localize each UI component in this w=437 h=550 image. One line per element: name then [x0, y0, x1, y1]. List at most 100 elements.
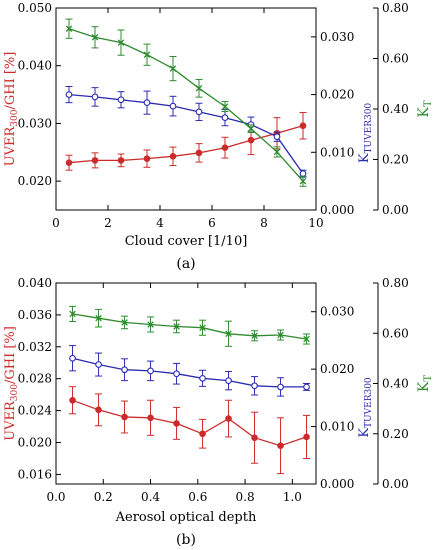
right-axis-label-sub: TUVER300 [364, 377, 374, 428]
data-point-ktuver [299, 170, 307, 177]
far-right-axis-tick-label: 0.40 [382, 377, 409, 391]
data-point-uver [173, 420, 180, 427]
data-point-uver [69, 396, 76, 404]
data-point-kt [169, 65, 177, 72]
left-axis-tick-label: 0.016 [18, 467, 52, 481]
data-point-ktuver [169, 102, 177, 110]
left-axis-label-sub: 300 [10, 384, 20, 401]
data-point-ktuver [117, 96, 125, 104]
data-point-ktuver [225, 377, 232, 384]
x-tick-label: 0 [52, 216, 60, 230]
data-point-kt [225, 330, 232, 338]
x-axis-label: Cloud cover [1/10] [125, 234, 248, 249]
left-axis-tick-label: 0.032 [18, 340, 52, 354]
far-right-axis-tick-label: 0.80 [382, 1, 409, 15]
data-point-kt [277, 331, 284, 339]
left-axis-tick-label: 0.020 [18, 174, 52, 188]
right-axis-label-main: K [357, 428, 372, 438]
far-right-axis-label-sub: T [423, 375, 434, 382]
series-uver [65, 111, 307, 171]
series-line-ktuver [72, 357, 307, 388]
series-line-ktuver [68, 93, 304, 174]
right-axis-tick-label: 0.010 [320, 145, 354, 159]
right-axis-tick-label: 0.000 [320, 203, 354, 217]
data-point-ktuver [65, 91, 73, 98]
chart-panel-b: 0.0 0.2 0.4 0.6 0.8 1.0 Aerosol optical depth (… [3, 276, 434, 548]
data-point-uver [95, 406, 102, 414]
left-axis-tick-label: 0.028 [18, 372, 52, 386]
data-point-kt [121, 319, 128, 326]
data-point-ktuver [147, 367, 154, 375]
x-tick-label: 0.2 [94, 490, 113, 504]
data-point-kt [143, 51, 151, 58]
x-tick-label: 0.4 [141, 490, 160, 504]
data-point-kt [299, 177, 307, 185]
data-point-kt [173, 323, 180, 330]
far-right-axis-tick-label: 0.00 [382, 203, 409, 217]
series-ktuver [69, 345, 311, 397]
plot-frame [55, 282, 317, 485]
far-right-axis-tick-label: 0.80 [382, 276, 409, 290]
data-point-uver [117, 157, 125, 164]
data-point-uver [199, 430, 206, 438]
far-right-axis-tick-label: 0.00 [382, 477, 409, 491]
right-axis-tick-label: 0.030 [320, 30, 354, 44]
left-axis-tick-label: 0.030 [18, 116, 52, 130]
left-axis-label-sub: 300 [10, 109, 20, 126]
data-point-ktuver [221, 114, 229, 122]
far-right-axis-tick-label: 0.40 [382, 102, 409, 116]
data-point-uver [251, 434, 258, 442]
data-point-ktuver [95, 361, 102, 368]
data-point-ktuver [195, 108, 203, 116]
data-point-kt [65, 25, 73, 32]
data-point-ktuver [251, 382, 258, 390]
panel-label: (a) [176, 256, 195, 272]
left-axis-tick-label: 0.040 [18, 276, 52, 290]
left-axis-tick-label: 0.036 [18, 308, 52, 322]
left-axis-label-tail: /GHI [%] [3, 326, 18, 384]
data-point-ktuver [277, 383, 284, 391]
data-point-kt [247, 125, 255, 132]
right-axis-label-main: K [357, 153, 372, 163]
right-axis-tick-label: 0.010 [320, 420, 354, 434]
left-axis-tick-label: 0.020 [18, 436, 52, 450]
data-point-kt [273, 148, 281, 156]
data-point-uver [147, 414, 154, 422]
left-axis-label: UVER300/GHI [%] [3, 326, 20, 441]
data-point-uver [299, 122, 307, 130]
data-point-uver [91, 157, 99, 164]
x-tick-label: 2 [104, 216, 112, 230]
series-ktuver [65, 85, 307, 178]
far-right-axis-tick-label: 0.20 [382, 427, 409, 441]
data-point-kt [91, 34, 99, 41]
data-point-ktuver [303, 383, 310, 391]
far-right-axis-tick-label: 0.20 [382, 153, 409, 167]
data-point-uver [221, 144, 229, 151]
x-tick-label: 0.8 [236, 490, 255, 504]
right-axis-label-sub: TUVER300 [364, 103, 374, 154]
x-tick-label: 8 [260, 216, 268, 230]
left-axis-label-tail: /GHI [%] [3, 52, 18, 110]
data-point-kt [303, 335, 310, 343]
data-point-uver [195, 149, 203, 157]
data-point-kt [221, 103, 229, 110]
data-point-uver [303, 433, 310, 441]
right-axis-tick-label: 0.020 [320, 362, 354, 376]
data-point-uver [121, 413, 128, 421]
x-tick-label: 0.0 [46, 490, 65, 504]
far-right-axis-label: KT [416, 375, 434, 392]
plot-frame [55, 7, 317, 211]
data-point-kt [251, 332, 258, 340]
series-uver [69, 386, 311, 475]
data-point-ktuver [173, 370, 180, 378]
left-axis-tick-label: 0.050 [18, 1, 52, 15]
x-tick-label: 6 [208, 216, 216, 230]
data-point-uver [169, 153, 177, 160]
far-right-axis-tick-label: 0.60 [382, 326, 409, 340]
left-axis-tick-label: 0.040 [18, 59, 52, 73]
right-axis-label: KTUVER300 [357, 103, 374, 164]
x-tick-label: 1.0 [283, 490, 302, 504]
series-kt [65, 18, 307, 187]
data-point-kt [95, 314, 102, 322]
left-axis-label-main: UVER [3, 400, 18, 441]
